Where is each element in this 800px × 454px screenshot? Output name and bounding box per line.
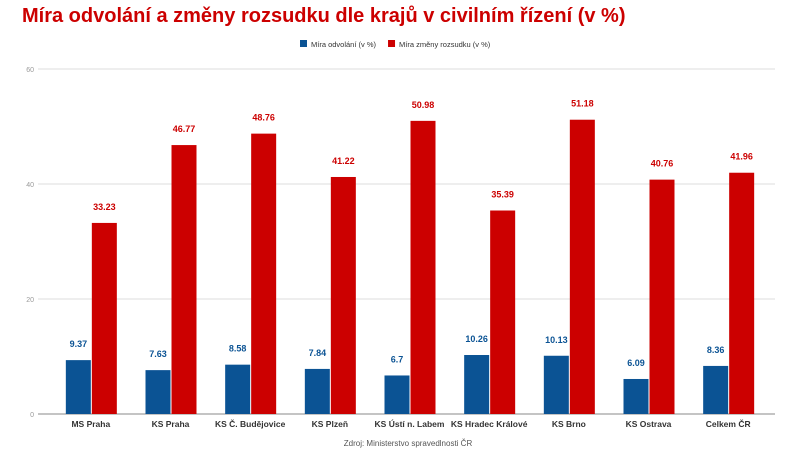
y-tick-label: 40 [26,182,34,189]
bar [304,368,330,414]
data-label: 51.18 [571,99,594,109]
legend: Míra odvolání (v %) Míra změny rozsudku (… [300,40,491,49]
data-label: 33.23 [93,202,116,212]
data-label: 6.7 [391,354,404,364]
bar [330,176,356,414]
data-label: 50.98 [412,100,435,110]
data-label: 41.96 [730,152,753,162]
data-label: 8.58 [229,344,247,354]
bar [91,222,117,414]
legend-swatch [300,40,307,47]
x-tick-label: Celkem ČR [706,418,751,429]
y-tick-label: 20 [26,297,34,304]
legend-swatch [388,40,396,47]
bar [251,133,277,414]
data-label: 10.26 [465,334,488,344]
data-label: 9.37 [70,339,88,349]
x-tick-label: KS Ostrava [626,419,672,429]
x-tick-label: KS Plzeň [312,419,348,429]
x-tick-label: KS Č. Budějovice [215,418,286,429]
bar [623,378,649,414]
legend-label: Míra odvolání (v %) [311,40,377,49]
data-label: 48.76 [252,113,275,123]
x-tick-label: MS Praha [71,419,110,429]
bar [384,375,410,414]
chart-title: Míra odvolání a změny rozsudku dle krajů… [22,5,626,27]
x-axis-labels: MS Praha KS Praha KS Č. Budějovice KS Plzeň… [71,418,750,429]
bar [543,355,569,414]
data-label: 40.76 [651,159,674,169]
bar [729,172,755,414]
data-label: 7.63 [149,349,167,359]
bar [490,210,516,414]
legend-label: Míra změny rozsudku (v %) [399,40,491,49]
source-note: Zdroj: Ministerstvo spravedlnosti ČR [344,439,473,448]
bar [649,179,675,414]
y-tick-label: 60 [26,67,34,74]
x-tick-label: KS Brno [552,419,586,429]
x-tick-label: KS Hradec Králové [451,419,528,429]
data-label: 35.39 [491,190,514,200]
data-label: 7.84 [309,348,327,358]
bar [703,365,729,414]
bar [410,120,436,415]
y-tick-label: 0 [30,412,34,419]
bar [145,370,171,414]
bar [65,360,91,414]
bar [569,119,595,414]
data-label: 46.77 [173,124,196,134]
data-label: 10.13 [545,335,568,345]
bar [171,145,197,414]
data-label: 6.09 [627,358,645,368]
bars: 9.37 33.23 7.63 46.77 8.58 48.76 7.84 41.22 6.7 5… [65,99,755,415]
x-tick-label: KS Ústí n. Labem [375,418,445,429]
x-tick-label: KS Praha [152,419,190,429]
bar [225,364,251,414]
data-label: 41.22 [332,156,355,166]
bar [464,355,490,414]
data-label: 8.36 [707,345,725,355]
